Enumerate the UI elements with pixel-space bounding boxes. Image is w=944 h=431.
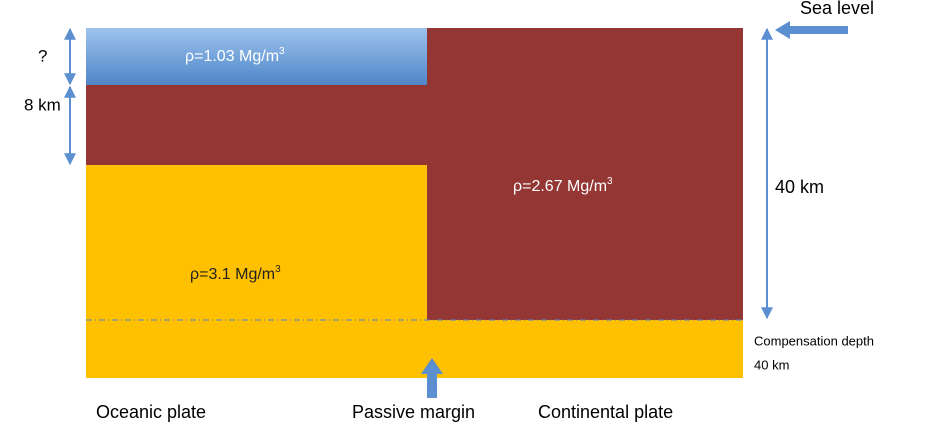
continent-density: ρ=2.67 Mg/m3 — [513, 176, 613, 196]
crust-depth: 8 km — [24, 95, 61, 114]
sea-level: Sea level — [800, 0, 874, 18]
oceanic-crust — [86, 85, 427, 165]
water-depth: ? — [38, 46, 47, 65]
mantle-oceanic — [86, 165, 427, 320]
continental-crust — [427, 28, 743, 320]
mantle-base — [86, 320, 743, 378]
continental-label: Continental plate — [538, 402, 673, 422]
compensation-depth: 40 km — [754, 357, 789, 372]
compensation-label: Compensation depth — [754, 333, 874, 348]
water-density: ρ=1.03 Mg/m3 — [185, 46, 285, 66]
margin-arrow — [421, 358, 443, 398]
water-layer — [86, 28, 427, 85]
margin-label: Passive margin — [352, 402, 475, 422]
oceanic-label: Oceanic plate — [96, 402, 206, 422]
sea-level-arrow — [775, 21, 848, 39]
mantle-density: ρ=3.1 Mg/m3 — [190, 264, 281, 284]
total-depth: 40 km — [775, 177, 824, 197]
